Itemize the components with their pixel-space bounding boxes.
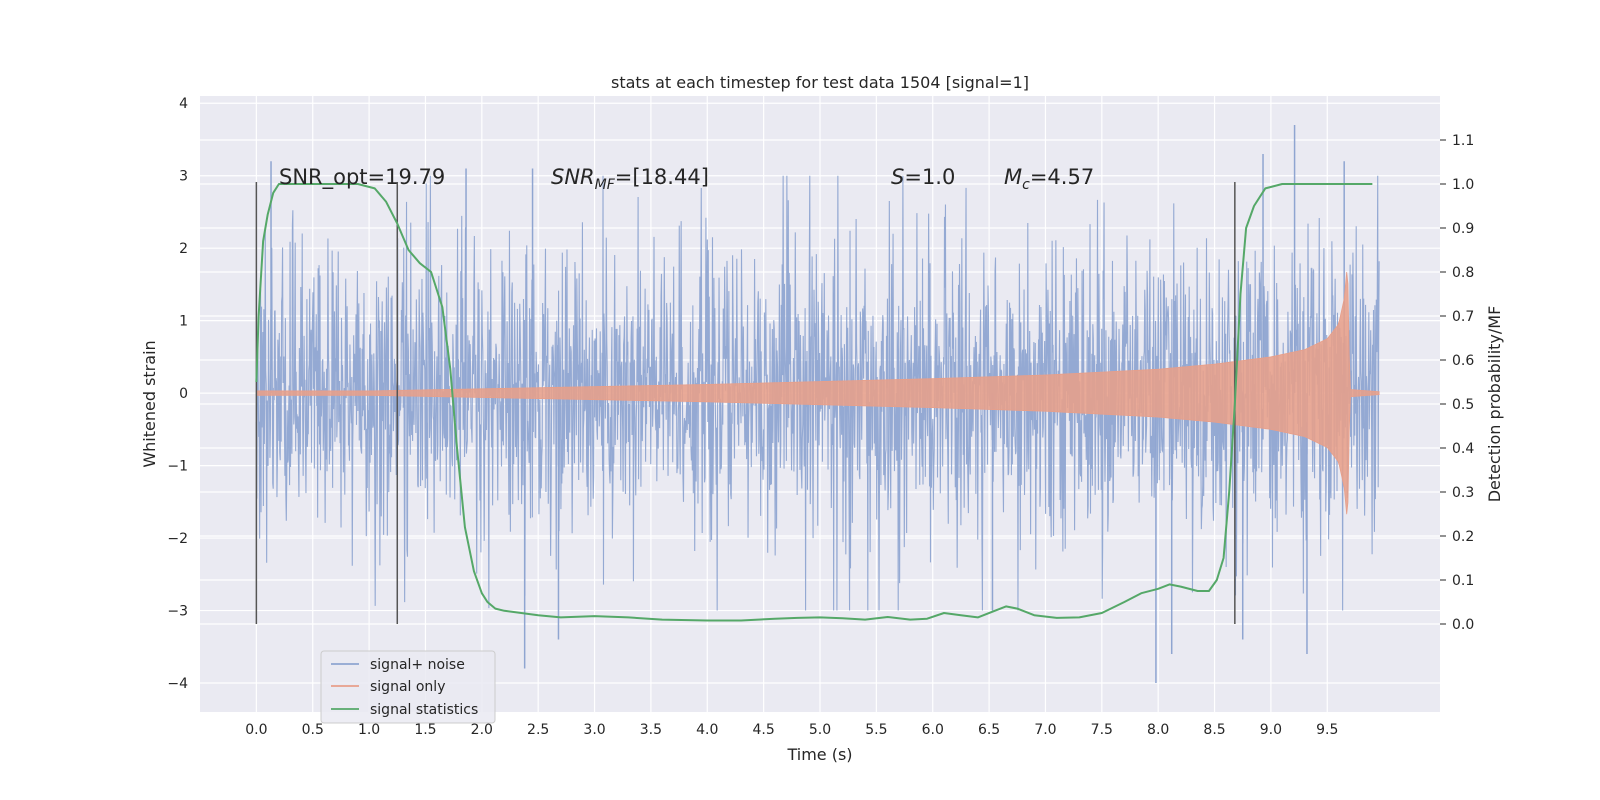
y2-tick-label: 0.2	[1452, 529, 1474, 545]
y-tick-label: −4	[167, 676, 188, 692]
x-axis-ticks: 0.0 0.5 1.0 1.5 2.0 2.5 3.0 3.5 4.0 4.5 5.0 5.5 6.0 6…	[245, 722, 1338, 738]
x-tick-label: 6.0	[922, 722, 944, 738]
y2-tick-label: 0.4	[1452, 441, 1474, 457]
x-tick-label: 3.5	[640, 722, 662, 738]
y2-tick-label: 0.0	[1452, 617, 1474, 633]
x-tick-label: 0.5	[302, 722, 324, 738]
legend: signal+ noise signal only signal statist…	[320, 650, 496, 724]
signal-statistics-series	[255, 183, 1373, 622]
y2-axis-ticks: 0.0 0.1 0.2 0.3 0.4 0.5 0.6 0.7 0.8 0.9 1.0 1.1	[1440, 133, 1474, 633]
y-axis-title: Whitened strain	[140, 340, 159, 467]
y2-tick-label: 1.0	[1452, 177, 1474, 193]
signal-statistics-line	[255, 183, 1373, 622]
x-tick-label: 8.5	[1203, 722, 1225, 738]
legend-label-signal-only: signal only	[370, 679, 445, 695]
x-tick-label: 1.5	[414, 722, 436, 738]
mc-value: =4.57	[1030, 165, 1094, 189]
y-tick-label: 1	[179, 314, 188, 330]
snr-mf-symbol: SNR	[551, 165, 595, 189]
x-tick-label: 7.5	[1091, 722, 1113, 738]
x-tick-label: 4.0	[696, 722, 718, 738]
y2-tick-label: 0.8	[1452, 265, 1474, 281]
y2-tick-label: 0.6	[1452, 353, 1474, 369]
x-tick-label: 1.0	[358, 722, 380, 738]
x-tick-label: 7.0	[1034, 722, 1056, 738]
snr-mf-value: =[18.44]	[615, 165, 709, 189]
s-value: =1.0	[904, 165, 955, 189]
x-tick-label: 8.0	[1147, 722, 1169, 738]
x-tick-label: 4.5	[753, 722, 775, 738]
x-tick-label: 5.0	[809, 722, 831, 738]
x-tick-label: 2.5	[527, 722, 549, 738]
x-tick-label: 5.5	[865, 722, 887, 738]
legend-label-signal-noise: signal+ noise	[370, 657, 465, 673]
y2-tick-label: 0.5	[1452, 397, 1474, 413]
y-tick-label: 4	[179, 96, 188, 112]
x-tick-label: 0.0	[245, 722, 267, 738]
x-tick-label: 3.0	[583, 722, 605, 738]
s-annotation: S=1.0	[891, 165, 955, 189]
y2-tick-label: 1.1	[1452, 133, 1474, 149]
x-tick-label: 6.5	[978, 722, 1000, 738]
y-tick-label: −3	[167, 604, 188, 620]
signal-only-series	[255, 271, 1380, 515]
s-symbol: S	[891, 165, 904, 189]
snr-mf-subscript: MF	[595, 177, 616, 193]
y-axis-ticks: −4 −3 −2 −1 0 1 2 3 4	[167, 96, 188, 692]
x-tick-label: 9.5	[1316, 722, 1338, 738]
y-tick-label: −2	[167, 531, 188, 547]
x-axis-title: Time (s)	[786, 745, 852, 764]
y-tick-label: 2	[179, 241, 188, 257]
snr-opt-annotation: SNR_opt=19.79	[279, 165, 445, 190]
signal-only-envelope	[255, 271, 1380, 515]
mc-symbol: M	[1004, 165, 1022, 189]
legend-label-signal-statistics: signal statistics	[370, 702, 478, 718]
y-tick-label: −1	[167, 459, 188, 475]
mc-annotation: Mc=4.57	[1004, 165, 1094, 193]
y2-tick-label: 0.7	[1452, 309, 1474, 325]
y2-tick-label: 0.1	[1452, 573, 1474, 589]
y2-tick-label: 0.9	[1452, 221, 1474, 237]
x-tick-label: 9.0	[1260, 722, 1282, 738]
y2-axis-title: Detection probability/MF	[1485, 306, 1504, 503]
y-tick-label: 0	[179, 386, 188, 402]
legend-box	[320, 650, 496, 724]
chart-title: stats at each timestep for test data 150…	[611, 73, 1029, 92]
y2-tick-label: 0.3	[1452, 485, 1474, 501]
x-tick-label: 2.0	[471, 722, 493, 738]
snr-mf-annotation: SNRMF=[18.44]	[551, 165, 709, 193]
mc-subscript: c	[1022, 177, 1030, 193]
y-tick-label: 3	[179, 169, 188, 185]
